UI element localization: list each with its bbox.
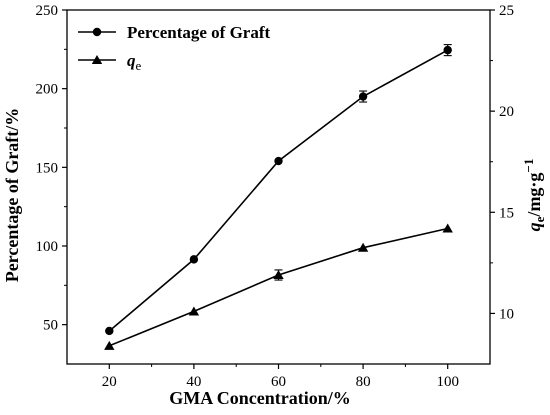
x-tick-label: 40 (186, 374, 201, 390)
y-axis-right-title: qe/mg·g−1 (521, 159, 547, 232)
x-tick-label: 80 (356, 374, 371, 390)
data-point-graft (443, 45, 452, 55)
series-group (104, 44, 453, 350)
legend-label-qe-main: q (127, 51, 136, 70)
data-point-qe (104, 340, 115, 350)
y-left-tick-label: 200 (36, 82, 59, 98)
x-tick-label: 60 (271, 374, 286, 390)
y-right-tick-label: 10 (499, 306, 514, 322)
series-line-graft (108, 49, 449, 332)
x-tick-label: 20 (102, 374, 117, 390)
y-axis-right-title-sup: −1 (521, 159, 536, 173)
legend: Percentage of Graft qe (78, 23, 271, 73)
y-axis-left-title: Percentage of Graft/% (2, 108, 22, 283)
data-point-graft (105, 326, 114, 336)
legend-label-graft: Percentage of Graft (127, 23, 271, 42)
y-right-tick-label: 15 (499, 205, 514, 221)
legend-item-qe: qe (78, 51, 142, 73)
legend-item-graft: Percentage of Graft (78, 23, 271, 42)
y-axis-right-title-sub: e (532, 216, 547, 222)
y-left-tick-label: 100 (36, 239, 59, 255)
y-right-tick-label: 20 (499, 104, 514, 120)
y-left-tick-label: 250 (36, 3, 59, 19)
data-point-qe (273, 270, 284, 280)
data-point-qe (188, 306, 200, 316)
data-point-graft (358, 92, 368, 101)
y-right-tick-label: 25 (499, 3, 514, 19)
y-left-tick-label: 50 (43, 318, 58, 334)
y-left-tick-label: 150 (36, 160, 59, 176)
data-point-graft (189, 255, 199, 264)
legend-marker-circle (92, 27, 102, 37)
legend-marker-triangle (91, 55, 103, 64)
data-point-graft (274, 156, 283, 166)
legend-label-qe: qe (127, 51, 142, 73)
legend-label-qe-sub: e (136, 58, 142, 73)
y-axis-right-title-main: q (524, 222, 544, 231)
data-point-qe (357, 242, 369, 252)
x-axis-title: GMA Concentration/% (169, 388, 351, 408)
x-tick-label: 100 (436, 374, 459, 390)
axes-group: 20 40 60 80 100 50 100 150 200 250 10 15 20 25 (36, 3, 515, 390)
data-point-qe (442, 223, 453, 233)
y-axis-right-title-units: /mg·g (524, 173, 544, 218)
